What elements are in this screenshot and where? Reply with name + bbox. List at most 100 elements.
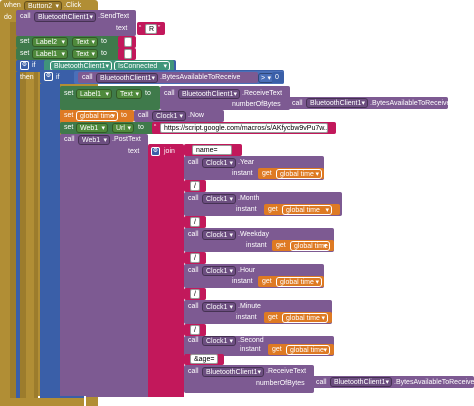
call-keyword: call — [316, 379, 327, 386]
bluetoothclient1-dropdown[interactable]: BluetoothClient1 — [306, 98, 368, 108]
month-method: .Month — [238, 195, 260, 202]
text-param-label: text — [128, 148, 140, 155]
global-time-dropdown[interactable]: global time — [282, 205, 332, 215]
zero-number-block[interactable] — [272, 72, 284, 83]
global-time-dropdown[interactable]: global time — [76, 111, 118, 121]
call-keyword: call — [20, 13, 31, 20]
clock1-dropdown[interactable]: Clock1 — [202, 230, 236, 240]
bluetoothclient1-dropdown[interactable]: BluetoothClient1 — [202, 367, 264, 377]
numberofbytes-param: numberOfBytes — [256, 380, 305, 387]
global-time-dropdown[interactable]: global time — [276, 277, 322, 287]
to-keyword: to — [145, 90, 151, 97]
do-keyword: do — [4, 14, 12, 21]
instant-param: instant — [236, 206, 257, 213]
quote-left-icon: “ — [139, 25, 142, 32]
age-string-field[interactable]: &age= — [190, 354, 218, 364]
if-keyword: if — [56, 74, 60, 81]
clock1-dropdown[interactable]: Clock1 — [202, 194, 236, 204]
post-text-block[interactable] — [60, 134, 148, 396]
separator-field[interactable]: / — [190, 289, 200, 299]
web1-dropdown[interactable]: Web1 — [76, 123, 108, 133]
separator-field[interactable]: / — [190, 181, 200, 191]
send-text-method: .SendText — [98, 13, 130, 20]
gear-icon[interactable]: ⚙ — [20, 61, 29, 70]
web1-dropdown[interactable]: Web1 — [78, 135, 110, 145]
get-keyword: get — [276, 242, 286, 249]
empty-string-field-1[interactable] — [124, 37, 132, 47]
label2-dropdown[interactable]: Label2 — [32, 37, 68, 47]
separator-field[interactable]: / — [190, 325, 200, 335]
global-time-dropdown[interactable]: global time — [286, 345, 330, 355]
url-dropdown[interactable]: Url — [112, 123, 134, 133]
join-keyword: join — [164, 148, 175, 155]
hour-method: .Hour — [238, 267, 256, 274]
bluetoothclient1-dropdown[interactable]: BluetoothClient1 — [330, 377, 392, 387]
call-keyword: call — [188, 231, 199, 238]
clock1-dropdown[interactable]: Clock1 — [202, 302, 236, 312]
clock1-dropdown[interactable]: Clock1 — [202, 336, 236, 346]
quote-left-icon: “ — [154, 124, 157, 131]
call-keyword: call — [188, 267, 199, 274]
get-keyword: get — [268, 206, 278, 213]
label1-dropdown[interactable]: Label1 — [32, 49, 68, 59]
label1-dropdown[interactable]: Label1 — [76, 89, 112, 99]
call-keyword: call — [138, 112, 149, 119]
click-event-label: .Click — [64, 2, 82, 9]
receive-text-method: .ReceiveText — [242, 90, 283, 97]
instant-param: instant — [240, 346, 261, 353]
label2-text-dropdown[interactable]: Text — [72, 37, 98, 47]
clock1-dropdown[interactable]: Clock1 — [152, 111, 186, 121]
bytes-available-block[interactable] — [78, 72, 258, 83]
get-keyword: get — [262, 278, 272, 285]
instant-param: instant — [232, 278, 253, 285]
year-method: .Year — [238, 159, 255, 166]
bluetoothclient1-dropdown[interactable]: BluetoothClient1 — [34, 12, 96, 22]
global-time-dropdown[interactable]: global time — [276, 169, 322, 179]
bluetoothclient1-dropdown[interactable]: BluetoothClient1 — [96, 73, 158, 83]
separator-field[interactable]: / — [190, 217, 200, 227]
instant-param: instant — [236, 314, 257, 321]
to-keyword: to — [101, 38, 107, 45]
call-keyword: call — [188, 368, 199, 375]
label1-text-dropdown[interactable]: Text — [72, 49, 98, 59]
numberofbytes-param: numberOfBytes — [232, 101, 281, 108]
global-time-dropdown[interactable]: global time — [282, 313, 328, 323]
call-keyword: call — [82, 74, 93, 81]
set-keyword: set — [20, 50, 30, 57]
then-keyword: then — [20, 74, 34, 81]
name-string-field[interactable]: name= — [192, 145, 232, 155]
empty-string-field-2[interactable] — [124, 49, 132, 59]
instant-param: instant — [232, 170, 253, 177]
join-block[interactable] — [148, 144, 184, 396]
instant-param: instant — [246, 242, 267, 249]
clock1-dropdown[interactable]: Clock1 — [202, 266, 236, 276]
separator-field[interactable]: / — [190, 253, 200, 263]
bytes-available-method: .BytesAvailableToReceive — [160, 74, 241, 81]
set-keyword: set — [64, 90, 74, 97]
gear-icon[interactable]: ⚙ — [151, 147, 160, 156]
call-keyword: call — [292, 100, 303, 107]
set-keyword: set — [64, 124, 74, 131]
quote-right-icon: ” — [158, 25, 161, 32]
gear-icon[interactable]: ⚙ — [44, 72, 53, 81]
global-time-dropdown[interactable]: global time — [290, 241, 330, 251]
get-keyword: get — [268, 314, 278, 321]
zero-value[interactable]: 0 — [275, 74, 279, 81]
call-keyword: call — [188, 159, 199, 166]
r-string-field[interactable]: R — [145, 24, 157, 34]
bluetoothclient1-dropdown[interactable]: BluetoothClient1 — [178, 89, 240, 99]
url-string-field[interactable]: https://script.google.com/macros/s/AKfyc… — [160, 123, 328, 133]
minute-method: .Minute — [238, 303, 261, 310]
to-keyword: to — [121, 112, 127, 119]
set-keyword: set — [64, 112, 74, 119]
text-param-label: text — [116, 25, 128, 32]
clock1-dropdown[interactable]: Clock1 — [202, 158, 236, 168]
label1-text-dropdown[interactable]: Text — [116, 89, 142, 99]
weekday-method: .Weekday — [238, 231, 269, 238]
get-keyword: get — [272, 346, 282, 353]
call-keyword: call — [164, 90, 175, 97]
second-method: .Second — [238, 337, 264, 344]
to-keyword: to — [101, 50, 107, 57]
if-keyword: if — [32, 62, 36, 69]
to-keyword: to — [138, 124, 144, 131]
